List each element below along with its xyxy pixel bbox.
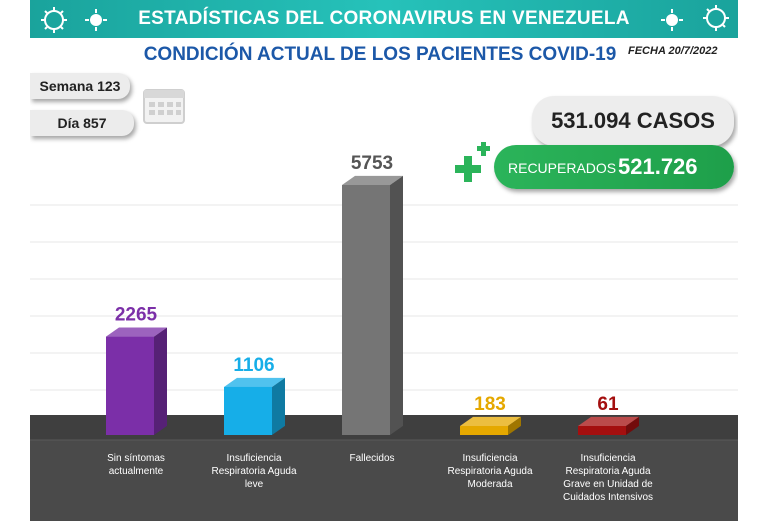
chart-subtitle: CONDICIÓN ACTUAL DE LOS PACIENTES COVID-…	[143, 44, 617, 65]
virus-icon	[85, 9, 107, 31]
week-badge: Semana 123	[30, 73, 130, 99]
virus-icon	[41, 7, 67, 33]
bar-chart: 2265 1106 5753 183 61 Sin síntomas actualment…	[30, 153, 738, 521]
category-label: Fallecidos	[349, 453, 394, 464]
category-label: Insuficiencia Respiratoria Aguda Grave en …	[563, 453, 653, 503]
chart-value-labels: 2265 1106 5753 183 61	[115, 153, 619, 415]
virus-icon	[661, 9, 683, 31]
bar-value-label: 183	[474, 394, 506, 415]
bar-value-label: 61	[597, 394, 619, 415]
top-banner: ESTADÍSTICAS DEL CORONAVIRUS EN VENEZUEL…	[30, 0, 738, 38]
calendar-icon	[143, 89, 185, 124]
plus-icon	[455, 142, 490, 182]
chart-bar	[224, 377, 285, 435]
chart-category-labels: Sin síntomas actualmente Insuficiencia Resp…	[107, 453, 653, 503]
chart-floor-front	[30, 440, 738, 521]
category-label: Insuficiencia Respiratoria Aguda leve	[211, 453, 296, 490]
chart-bar	[342, 175, 403, 435]
category-label: Insuficiencia Respiratoria Aguda Moderada	[447, 453, 532, 490]
banner-title: ESTADÍSTICAS DEL CORONAVIRUS EN VENEZUEL…	[138, 8, 630, 29]
recovered-value: 521.726	[618, 154, 698, 179]
chart-bar	[106, 327, 167, 435]
day-badge: Día 857	[30, 110, 134, 136]
category-label: Sin síntomas actualmente	[107, 453, 165, 477]
infographic-frame: ESTADÍSTICAS DEL CORONAVIRUS EN VENEZUEL…	[30, 0, 738, 521]
chart-bar	[460, 416, 521, 435]
bar-value-label: 2265	[115, 304, 158, 325]
chart-bar	[578, 416, 639, 435]
chart-bars	[106, 175, 639, 435]
total-cases-badge: 531.094 CASOS	[532, 96, 734, 146]
bar-value-label: 1106	[233, 355, 274, 376]
virus-icon	[703, 5, 729, 31]
recovered-label: RECUPERADOS	[508, 160, 617, 176]
recovered-badge: RECUPERADOS 521.726	[494, 145, 734, 189]
bar-value-label: 5753	[351, 153, 393, 174]
report-date: FECHA 20/7/2022	[628, 45, 718, 57]
